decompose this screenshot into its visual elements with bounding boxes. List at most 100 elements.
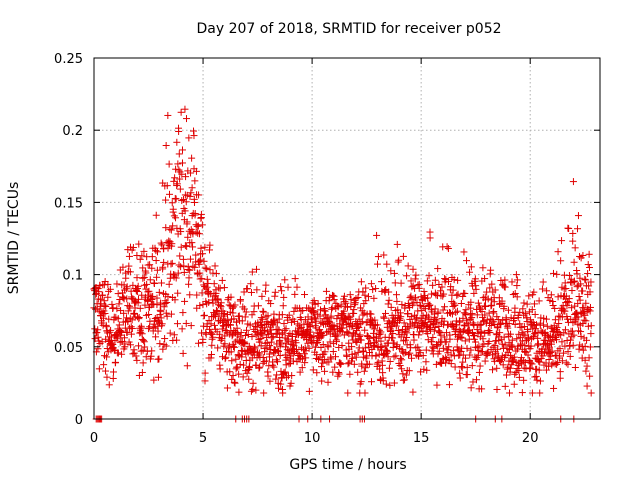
data-point (102, 321, 110, 329)
data-point (180, 268, 188, 276)
data-point (476, 362, 484, 370)
data-point (163, 299, 171, 307)
data-point (119, 263, 127, 271)
data-point (136, 304, 144, 312)
data-point (212, 269, 220, 277)
data-point (374, 253, 382, 261)
data-point (138, 291, 146, 299)
data-point (550, 384, 558, 392)
data-point (378, 361, 386, 369)
data-point (393, 240, 401, 248)
data-point (538, 285, 546, 293)
data-point (269, 361, 277, 369)
x-tick-label: 0 (90, 431, 98, 446)
data-point (136, 255, 144, 263)
data-point (198, 289, 206, 297)
data-point (226, 368, 234, 376)
data-point (321, 367, 329, 375)
data-point (251, 344, 259, 352)
data-point (174, 160, 182, 168)
data-point (309, 308, 317, 316)
data-point (163, 312, 171, 320)
data-point (253, 286, 261, 294)
data-point (229, 372, 237, 380)
data-point (523, 300, 531, 308)
data-point (95, 288, 103, 296)
data-point (558, 237, 566, 245)
x-tick-label: 5 (199, 431, 207, 446)
data-point (130, 310, 138, 318)
data-point (225, 342, 233, 350)
data-point (101, 301, 109, 309)
data-point (253, 265, 261, 273)
data-point (153, 294, 161, 302)
data-point (135, 342, 143, 350)
data-point (158, 320, 166, 328)
data-point (319, 359, 327, 367)
data-point (166, 329, 174, 337)
data-point (458, 363, 466, 371)
data-point (583, 382, 591, 390)
data-point (252, 331, 260, 339)
data-point (422, 346, 430, 354)
data-point (217, 336, 225, 344)
data-point (120, 309, 128, 317)
data-point (298, 355, 306, 363)
data-point (238, 353, 246, 361)
data-point (154, 327, 162, 335)
data-point (186, 192, 194, 200)
data-point (444, 346, 452, 354)
data-point (266, 353, 274, 361)
data-point (329, 348, 337, 356)
data-point (96, 295, 104, 303)
data-point (200, 257, 208, 265)
data-point (230, 378, 238, 386)
data-point (511, 304, 519, 312)
data-point (201, 369, 209, 377)
data-point (277, 283, 285, 291)
data-point (247, 280, 255, 288)
data-point (189, 243, 197, 251)
data-point (233, 318, 241, 326)
data-point (264, 331, 272, 339)
data-point (162, 141, 170, 149)
data-point (190, 195, 198, 203)
data-point (333, 315, 341, 323)
data-point (330, 296, 338, 304)
data-point (275, 347, 283, 355)
data-point (182, 319, 190, 327)
data-point (172, 214, 180, 222)
data-point (198, 221, 206, 229)
data-point (334, 332, 342, 340)
data-point (314, 339, 322, 347)
data-point (94, 285, 102, 293)
data-point (260, 308, 268, 316)
data-point (155, 355, 163, 363)
data-point (171, 174, 179, 182)
data-point (107, 326, 115, 334)
data-point (114, 315, 122, 323)
data-point (380, 251, 388, 259)
data-point (112, 358, 120, 366)
data-point (536, 377, 544, 385)
data-point (171, 194, 179, 202)
data-point (310, 332, 318, 340)
x-tick-label: 15 (413, 431, 430, 446)
data-point (235, 388, 243, 396)
data-point (189, 230, 197, 238)
data-point (409, 388, 417, 396)
data-point (262, 281, 270, 289)
data-point (336, 320, 344, 328)
data-point (483, 288, 491, 296)
data-point (248, 333, 256, 341)
data-point (382, 309, 390, 317)
data-point (310, 297, 318, 305)
data-point (327, 355, 335, 363)
data-point (343, 329, 351, 337)
data-point (154, 373, 162, 381)
data-point (276, 352, 284, 360)
data-point (194, 222, 202, 230)
data-point (384, 300, 392, 308)
data-point (278, 330, 286, 338)
data-point (162, 309, 170, 317)
